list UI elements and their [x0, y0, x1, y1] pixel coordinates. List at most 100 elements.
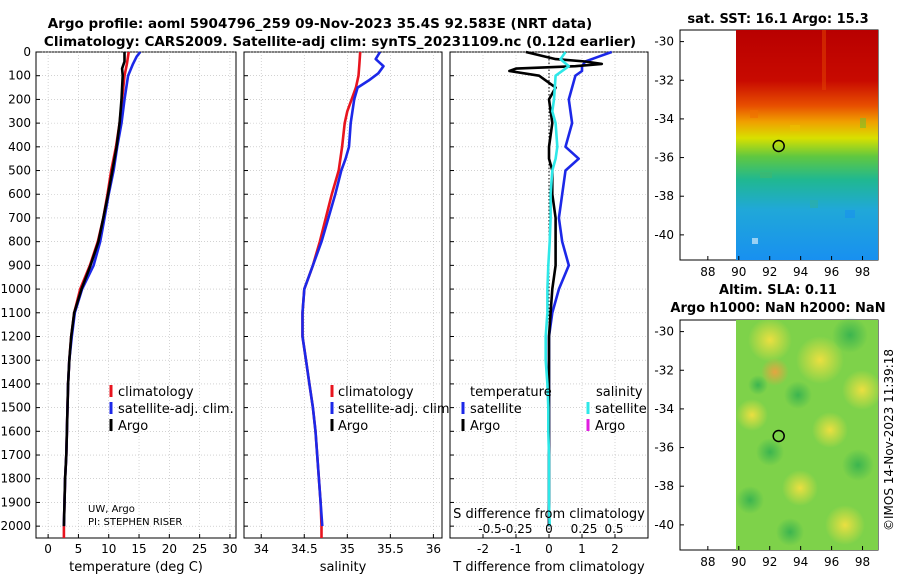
annotation-pi: PI: STEPHEN RISER — [88, 517, 182, 528]
map-y-tick-label: -38 — [654, 479, 674, 493]
x-tick-label: 5 — [75, 542, 83, 556]
salinity-legend: climatology satellite-adj. clim. Argo — [330, 385, 454, 434]
x-tick-label: 0 — [545, 542, 553, 556]
sst-texture — [750, 30, 866, 244]
temperature-legend: climatology satellite-adj. clim. Argo — [109, 385, 234, 434]
legend-s-satellite-label: satellite — [595, 402, 647, 417]
map-x-tick-label: 98 — [855, 265, 870, 279]
legend-argo-label: Argo — [338, 419, 368, 434]
y-tick-label: 200 — [8, 92, 31, 106]
temperature-panel: 0100200300400500600700800900100011001200… — [0, 45, 237, 575]
legend-argo-label: Argo — [118, 419, 148, 434]
s-difference-xlabel: S difference from climatology — [453, 507, 645, 522]
map-y-tick-label: -38 — [654, 189, 674, 203]
y-tick-label: 1900 — [0, 495, 31, 509]
s-diff-tick-label: -0.5 — [478, 522, 501, 536]
map-y-tick-label: -34 — [654, 112, 674, 126]
legend-salinity-header: salinity — [596, 385, 643, 400]
salinity-axes — [243, 51, 443, 539]
sla-texture — [736, 317, 882, 546]
s-diff-tick-label: 0.25 — [571, 522, 598, 536]
t-difference-xlabel: T difference from climatology — [452, 560, 645, 575]
series-line-argo — [62, 52, 126, 527]
map-x-tick-label: 96 — [824, 265, 839, 279]
map-x-tick-label: 94 — [793, 265, 808, 279]
legend-satellite-label: satellite-adj. clim. — [118, 402, 234, 417]
map-y-tick-label: -40 — [654, 518, 674, 532]
series-line-t-satellite — [547, 50, 613, 527]
y-tick-label: 300 — [8, 116, 31, 130]
x-tick-label: 20 — [162, 542, 177, 556]
y-tick-label: 0 — [23, 45, 31, 59]
x-tick-label: -1 — [510, 542, 522, 556]
x-tick-label: 30 — [222, 542, 237, 556]
map-x-tick-label: 92 — [762, 555, 777, 569]
map-y-tick-label: -36 — [654, 441, 674, 455]
sst-map-title: sat. SST: 16.1 Argo: 15.3 — [687, 12, 868, 27]
x-tick-label: 10 — [101, 542, 116, 556]
x-tick-label: 35.5 — [377, 542, 404, 556]
map-x-tick-label: 90 — [731, 555, 746, 569]
s-diff-tick-label: 0 — [545, 522, 553, 536]
x-tick-label: 25 — [192, 542, 207, 556]
x-tick-label: 0 — [44, 542, 52, 556]
series-line-t-argo — [508, 50, 604, 527]
x-tick-label: 2 — [611, 542, 619, 556]
x-tick-label: 15 — [131, 542, 146, 556]
map-x-tick-label: 92 — [762, 265, 777, 279]
x-tick-label: 36 — [426, 542, 441, 556]
y-tick-label: 1700 — [0, 448, 31, 462]
map-x-tick-label: 96 — [824, 555, 839, 569]
map-x-tick-label: 98 — [855, 555, 870, 569]
y-tick-label: 1300 — [0, 353, 31, 367]
legend-temperature-header: temperature — [470, 385, 552, 400]
y-tick-label: 2000 — [0, 519, 31, 533]
map-x-tick-label: 88 — [700, 555, 715, 569]
annotation-institution: UW, Argo — [88, 504, 135, 515]
y-tick-label: 1600 — [0, 424, 31, 438]
x-tick-label: 35 — [340, 542, 355, 556]
argo-float-marker — [772, 429, 785, 443]
y-tick-label: 1100 — [0, 306, 31, 320]
series-line-s-satellite — [544, 51, 571, 527]
y-tick-label: 1000 — [0, 282, 31, 296]
sst-field — [736, 30, 878, 260]
salinity-xlabel: salinity — [320, 560, 367, 575]
legend-satellite-label: satellite-adj. clim. — [338, 402, 454, 417]
y-tick-label: 1500 — [0, 401, 31, 415]
map-y-tick-label: -32 — [654, 73, 674, 87]
map-y-tick-label: -34 — [654, 402, 674, 416]
y-tick-label: 600 — [8, 187, 31, 201]
difference-legend: temperature salinity satellite Argo sate… — [461, 385, 647, 434]
x-tick-label: 34.5 — [291, 542, 318, 556]
y-tick-label: 700 — [8, 211, 31, 225]
sla-map-title-2: Argo h1000: NaN h2000: NaN — [670, 301, 885, 316]
difference-panel: -2 -1 0 1 2 -0.5 -0.25 0 0.25 0.5 S difference f… — [449, 50, 649, 575]
x-tick-label: -2 — [477, 542, 489, 556]
y-tick-label: 800 — [8, 235, 31, 249]
sla-map: Altim. SLA: 0.11 Argo h1000: NaN h2000: … — [654, 283, 885, 569]
y-tick-label: 1200 — [0, 329, 31, 343]
y-tick-label: 100 — [8, 69, 31, 83]
argo-float-marker — [772, 139, 785, 153]
y-tick-label: 1800 — [0, 472, 31, 486]
sst-map: sat. SST: 16.1 Argo: 15.3 88 90 92 94 96 98 -3… — [654, 12, 879, 279]
map-y-tick-label: -30 — [654, 35, 674, 49]
series-line-satellite-adj-clim- — [301, 51, 385, 527]
sla-map-title-1: Altim. SLA: 0.11 — [719, 283, 837, 298]
legend-t-argo-label: Argo — [470, 419, 500, 434]
legend-s-argo-label: Argo — [595, 419, 625, 434]
y-tick-label: 900 — [8, 258, 31, 272]
title-line-1: Argo profile: aoml 5904796_259 09-Nov-20… — [48, 16, 592, 32]
y-tick-label: 500 — [8, 164, 31, 178]
x-tick-label: 34 — [254, 542, 269, 556]
legend-climatology-label: climatology — [118, 385, 194, 400]
y-tick-label: 1400 — [0, 377, 31, 391]
salinity-panel: 34 34.5 35 35.5 36 salinity climatology sate… — [243, 51, 454, 575]
legend-t-satellite-label: satellite — [470, 402, 522, 417]
map-y-tick-label: -40 — [654, 228, 674, 242]
s-diff-tick-label: -0.25 — [501, 522, 532, 536]
y-tick-label: 400 — [8, 140, 31, 154]
map-x-tick-label: 90 — [731, 265, 746, 279]
